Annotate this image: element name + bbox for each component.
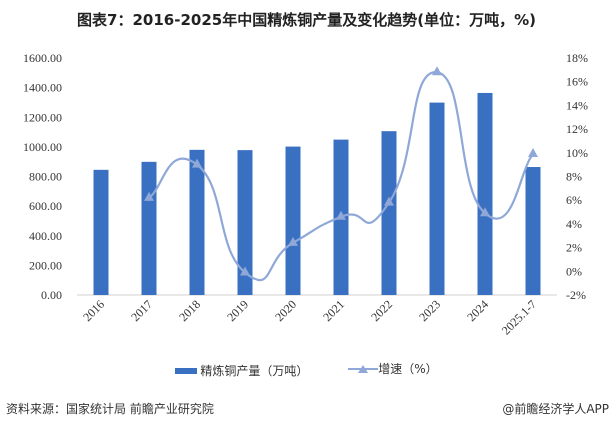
right-axis-tick: -2% xyxy=(566,288,586,302)
left-axis-tick: 0.00 xyxy=(41,288,62,302)
right-axis-tick: 10% xyxy=(566,146,588,160)
bar xyxy=(237,150,253,295)
bar xyxy=(189,149,205,295)
growth-line xyxy=(148,71,534,282)
legend-item-growth: 增速（%） xyxy=(348,360,438,377)
left-axis-tick: 800.00 xyxy=(29,170,62,184)
x-axis-tick: 2024 xyxy=(464,297,491,324)
x-axis-tick: 2023 xyxy=(416,297,443,324)
bar xyxy=(525,167,541,295)
x-axis-tick: 2022 xyxy=(368,297,395,324)
x-axis-tick: 2016 xyxy=(80,297,107,324)
x-axis-tick: 2017 xyxy=(128,297,155,324)
bar xyxy=(285,146,301,295)
growth-marker xyxy=(432,66,442,76)
growth-marker xyxy=(288,236,298,246)
bar xyxy=(93,169,109,295)
right-axis-tick: 16% xyxy=(566,75,588,89)
x-axis-tick: 2018 xyxy=(176,297,203,324)
right-axis-tick: 0% xyxy=(566,264,582,278)
bar xyxy=(141,161,157,295)
chart-title: 图表7：2016-2025年中国精炼铜产量及变化趋势(单位：万吨，%) xyxy=(77,11,536,29)
left-axis-tick: 1400.00 xyxy=(23,81,62,95)
x-axis-tick: 2021 xyxy=(320,297,347,324)
left-axis-tick: 1600.00 xyxy=(23,51,62,65)
growth-marker xyxy=(336,210,346,220)
bar xyxy=(429,102,445,295)
right-axis-tick: 12% xyxy=(566,122,588,136)
legend-label-growth: 增速（%） xyxy=(378,362,438,376)
chart: 0.00 200.00 400.00 600.00 800.00 1000.00 1200.… xyxy=(23,51,588,338)
growth-marker xyxy=(144,191,154,201)
growth-marker xyxy=(192,158,202,168)
legend-swatch-line xyxy=(348,364,379,373)
bar xyxy=(477,92,493,296)
legend: 精炼铜产量（万吨） 增速（%） xyxy=(0,360,613,379)
legend-item-production: 精炼铜产量（万吨） xyxy=(175,362,308,379)
legend-label-production: 精炼铜产量（万吨） xyxy=(200,364,309,378)
x-axis-tick: 2020 xyxy=(272,297,299,324)
growth-marker xyxy=(480,207,490,217)
right-axis-tick: 2% xyxy=(566,241,582,255)
right-axis-tick: 6% xyxy=(566,193,582,207)
brand-credit: @前瞻经济学人APP xyxy=(502,402,609,416)
bar xyxy=(381,131,397,295)
right-axis-tick: 18% xyxy=(566,51,588,65)
right-axis-tick: 14% xyxy=(566,98,588,112)
growth-marker xyxy=(528,147,538,157)
x-axis-tick: 2019 xyxy=(224,297,251,324)
left-axis-tick: 400.00 xyxy=(29,229,62,243)
growth-marker xyxy=(384,196,394,206)
source-note: 资料来源：国家统计局 前瞻产业研究院 xyxy=(6,402,214,416)
left-axis-tick: 600.00 xyxy=(29,199,62,213)
right-axis-tick: 4% xyxy=(566,217,582,231)
left-axis-tick: 1000.00 xyxy=(23,140,62,154)
legend-swatch-bar xyxy=(175,367,198,374)
left-axis-tick: 200.00 xyxy=(29,258,62,272)
x-axis-tick: 2025.1-7 xyxy=(499,297,539,337)
growth-marker xyxy=(240,266,250,276)
right-axis-tick: 8% xyxy=(566,170,582,184)
left-axis-tick: 1200.00 xyxy=(23,110,62,124)
